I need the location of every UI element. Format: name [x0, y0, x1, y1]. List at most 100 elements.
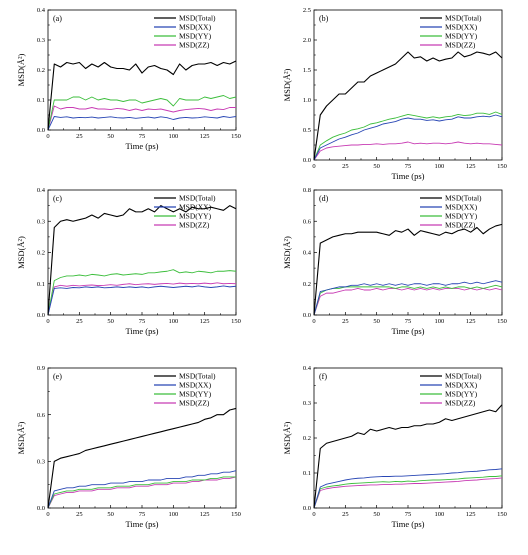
series-line-msdxx	[47, 116, 237, 131]
panel-label: (a)	[53, 14, 62, 23]
legend-label: MSD(XX)	[445, 381, 478, 390]
x-tick-label: 25	[76, 511, 83, 518]
legend-label: MSD(XX)	[179, 23, 212, 32]
chart-panel: 0 25 50 75 100 125 150 0.0 0.3 0.6 0.9 Time (ps) MSD…	[16, 365, 241, 529]
legend-label: MSD(YY)	[445, 390, 478, 399]
y-tick-label: 0.0	[303, 312, 311, 319]
x-tick-label: 0	[46, 318, 49, 325]
y-axis-title: MSD(Å²)	[16, 421, 26, 454]
series-line-msdtotal	[47, 205, 237, 316]
legend-label: MSD(ZZ)	[179, 399, 210, 408]
series-line-msdzz	[47, 282, 237, 316]
legend-label: MSD(Total)	[445, 14, 482, 23]
y-tick-label: 0.3	[303, 400, 311, 407]
legend-label: MSD(Total)	[445, 372, 482, 381]
x-tick-label: 100	[168, 318, 178, 325]
panel-label: (f)	[319, 372, 327, 381]
x-tick-label: 0	[46, 133, 49, 140]
x-tick-label: 125	[466, 511, 476, 518]
x-tick-label: 25	[342, 318, 349, 325]
x-tick-label: 100	[434, 511, 444, 518]
series-line-msdxx	[313, 468, 503, 509]
panel-label: (e)	[53, 372, 62, 381]
legend-label: MSD(YY)	[445, 32, 478, 41]
x-axis-title: Time (ps)	[392, 326, 425, 336]
x-tick-label: 75	[139, 318, 146, 325]
series-line-msdxx	[47, 285, 237, 316]
x-tick-label: 75	[139, 133, 146, 140]
x-tick-label: 100	[168, 511, 178, 518]
x-tick-label: 50	[107, 318, 114, 325]
series-line-msdtotal	[313, 404, 503, 509]
legend-label: MSD(ZZ)	[445, 221, 476, 230]
legend-label: MSD(Total)	[179, 194, 216, 203]
x-tick-label: 0	[312, 163, 315, 170]
legend-label: MSD(XX)	[445, 23, 478, 32]
x-tick-label: 25	[342, 511, 349, 518]
series-line-msdxx	[313, 114, 503, 161]
series-line-msdyy	[313, 475, 503, 509]
x-tick-label: 125	[466, 163, 476, 170]
x-tick-label: 50	[373, 318, 380, 325]
y-tick-label: 1.5	[303, 67, 311, 74]
x-axis-title: Time (ps)	[126, 326, 159, 336]
x-tick-label: 150	[497, 511, 507, 518]
y-axis-title: MSD(Å²)	[282, 68, 292, 101]
x-tick-label: 50	[107, 511, 114, 518]
legend-label: MSD(YY)	[179, 212, 212, 221]
y-tick-label: 0.4	[37, 187, 46, 194]
panel-label: (c)	[53, 194, 62, 203]
y-tick-label: 0.4	[37, 7, 46, 14]
x-tick-label: 50	[373, 511, 380, 518]
x-tick-label: 150	[497, 163, 507, 170]
chart-panel: 0 25 50 75 100 125 150 0.0 0.1 0.2 0.3 0.4 Time (ps)…	[16, 187, 241, 336]
y-tick-label: 0.0	[37, 312, 45, 319]
legend-label: MSD(YY)	[445, 212, 478, 221]
y-tick-label: 0.2	[37, 67, 45, 74]
x-tick-label: 0	[46, 511, 49, 518]
y-tick-label: 0.3	[37, 459, 45, 466]
series-line-msdyy	[313, 111, 503, 161]
series-line-msdxx	[47, 470, 237, 509]
x-tick-label: 75	[405, 163, 412, 170]
y-tick-label: 0.1	[303, 470, 311, 477]
x-tick-label: 75	[139, 511, 146, 518]
y-tick-label: 0.1	[37, 281, 45, 288]
x-tick-label: 150	[231, 511, 241, 518]
y-axis-title: MSD(Å²)	[16, 53, 26, 86]
x-axis-title: Time (ps)	[126, 141, 159, 151]
series-line-msdyy	[47, 95, 237, 131]
y-axis-title: MSD(Å²)	[16, 236, 26, 269]
series-line-msdxx	[313, 280, 503, 316]
y-tick-label: 0.0	[303, 505, 311, 512]
legend-label: MSD(YY)	[179, 32, 212, 41]
x-axis-title: Time (ps)	[392, 171, 425, 181]
series-line-msdyy	[47, 269, 237, 316]
legend-label: MSD(ZZ)	[445, 399, 476, 408]
series-line-msdtotal	[47, 407, 237, 509]
y-tick-label: 0.0	[37, 127, 45, 134]
x-tick-label: 50	[107, 133, 114, 140]
series-line-msdyy	[313, 284, 503, 316]
y-axis-title: MSD(Å²)	[282, 236, 292, 269]
y-tick-label: 0.8	[303, 187, 311, 194]
x-tick-label: 125	[200, 133, 210, 140]
chart-panel: 0 25 50 75 100 125 150 0.0 0.1 0.2 0.3 0.4 Time (ps)…	[282, 365, 507, 529]
x-tick-label: 150	[231, 318, 241, 325]
y-tick-label: 2.5	[303, 7, 311, 14]
y-tick-label: 2.0	[303, 37, 311, 44]
chart-panel: 0 25 50 75 100 125 150 0.0 0.1 0.2 0.3 0.4 Time (ps)…	[16, 7, 241, 151]
y-tick-label: 0.4	[303, 250, 312, 257]
y-tick-label: 0.0	[303, 157, 311, 164]
x-tick-label: 125	[200, 511, 210, 518]
series-line-msdzz	[47, 105, 236, 131]
x-tick-label: 75	[405, 511, 412, 518]
panel-label: (b)	[319, 14, 329, 23]
legend-label: MSD(YY)	[179, 390, 212, 399]
y-tick-label: 0.0	[37, 505, 45, 512]
y-tick-label: 0.2	[303, 435, 311, 442]
legend-label: MSD(ZZ)	[445, 41, 476, 50]
x-tick-label: 0	[312, 511, 315, 518]
